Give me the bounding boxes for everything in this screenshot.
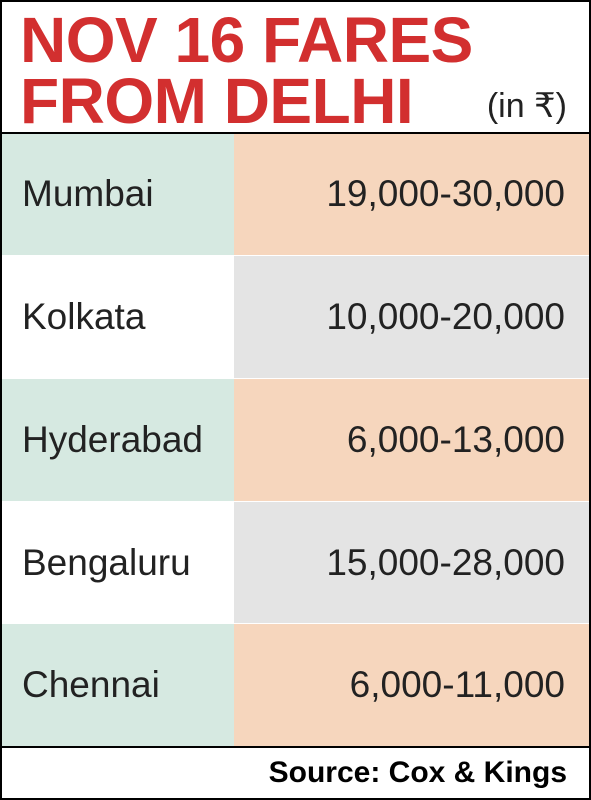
table-row: Kolkata 10,000-20,000 (2, 256, 589, 379)
table-row: Hyderabad 6,000-13,000 (2, 379, 589, 502)
fare-cell: 19,000-30,000 (234, 134, 589, 256)
source-label: Source: Cox & Kings (2, 746, 589, 798)
fare-cell: 6,000-13,000 (234, 379, 589, 501)
table-row: Bengaluru 15,000-28,000 (2, 502, 589, 625)
title: NOV 16 FARES FROM DELHI (20, 10, 571, 132)
title-line-2: FROM DELHI (20, 71, 571, 132)
fare-cell: 10,000-20,000 (234, 256, 589, 378)
fare-cell: 6,000-11,000 (234, 624, 589, 746)
city-cell: Chennai (2, 624, 234, 746)
fares-table: Mumbai 19,000-30,000 Kolkata 10,000-20,0… (2, 132, 589, 746)
city-cell: Kolkata (2, 256, 234, 378)
title-line-1: NOV 16 FARES (20, 10, 571, 71)
city-cell: Hyderabad (2, 379, 234, 501)
header: NOV 16 FARES FROM DELHI (2, 2, 589, 136)
fares-infographic: NOV 16 FARES FROM DELHI (in ₹) Mumbai 19… (0, 0, 591, 800)
fare-cell: 15,000-28,000 (234, 502, 589, 624)
table-row: Chennai 6,000-11,000 (2, 624, 589, 746)
city-cell: Bengaluru (2, 502, 234, 624)
city-cell: Mumbai (2, 134, 234, 256)
table-row: Mumbai 19,000-30,000 (2, 134, 589, 257)
